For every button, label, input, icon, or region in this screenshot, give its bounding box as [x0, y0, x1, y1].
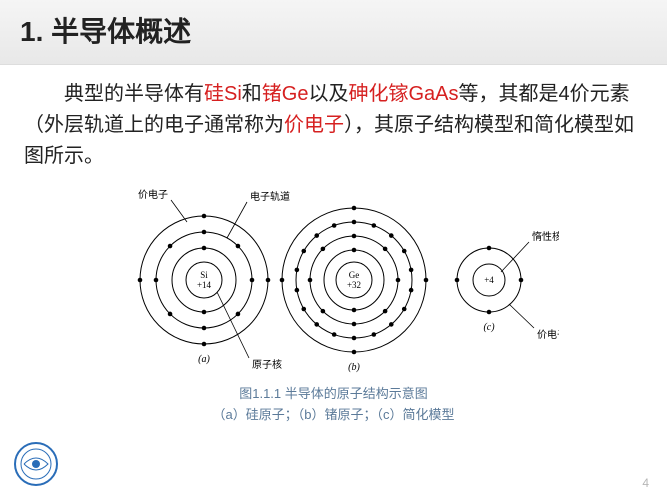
svg-text:电子轨道: 电子轨道: [250, 190, 290, 203]
highlight-term: 砷化镓GaAs: [348, 83, 458, 105]
svg-text:+32: +32: [346, 280, 360, 290]
body-text-span: 典型的半导体有: [24, 83, 204, 105]
highlight-term: 锗Ge: [262, 83, 309, 105]
figure-caption: 图1.1.1 半导体的原子结构示意图 （a）硅原子；（b）锗原子；（c）简化模型: [0, 384, 667, 426]
body-text-span: 和: [242, 83, 262, 105]
svg-text:Ge: Ge: [348, 270, 359, 280]
svg-text:+14: +14: [196, 280, 211, 290]
highlight-term: 硅Si: [204, 83, 242, 105]
page-number: 4: [642, 476, 649, 490]
university-logo-icon: [14, 442, 58, 486]
svg-text:(c): (c): [483, 322, 495, 333]
slide-title: 1. 半导体概述: [20, 10, 647, 50]
svg-text:Si: Si: [200, 270, 208, 280]
caption-line-1: 图1.1.1 半导体的原子结构示意图: [0, 384, 667, 405]
svg-text:惰性核: 惰性核: [532, 230, 559, 243]
svg-text:(a): (a): [198, 354, 210, 365]
highlight-term: 价电子: [284, 114, 344, 136]
svg-text:原子核: 原子核: [252, 358, 282, 371]
svg-text:(b): (b): [348, 362, 360, 373]
svg-text:+4: +4: [484, 275, 494, 285]
svg-text:价电子: 价电子: [138, 188, 168, 201]
svg-text:价电子: 价电子: [537, 328, 559, 341]
title-bar: 1. 半导体概述: [0, 0, 667, 65]
atomic-structure-diagram: Si+14价电子电子轨道原子核(a)Ge+32(b)+4惰性核价电子(c): [109, 180, 559, 380]
body-paragraph: 典型的半导体有硅Si和锗Ge以及砷化镓GaAs等，其都是4价元素（外层轨道上的电…: [0, 65, 667, 180]
caption-line-2: （a）硅原子；（b）锗原子；（c）简化模型: [0, 405, 667, 426]
diagram-container: Si+14价电子电子轨道原子核(a)Ge+32(b)+4惰性核价电子(c): [0, 180, 667, 380]
body-text-span: 以及: [308, 83, 348, 105]
